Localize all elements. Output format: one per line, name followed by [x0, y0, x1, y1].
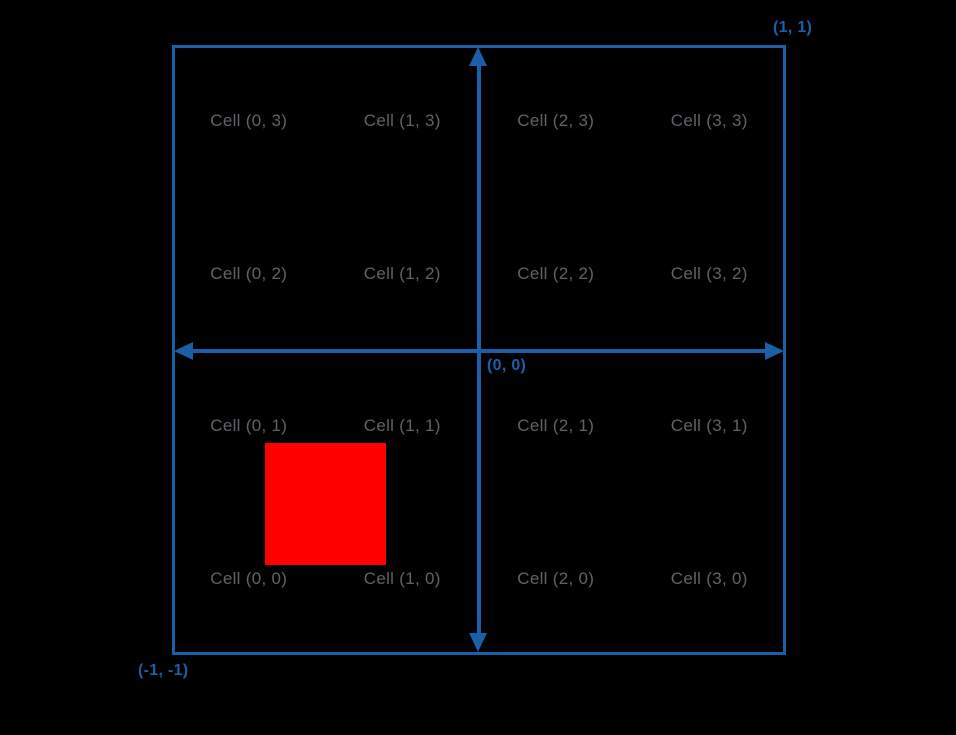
coord-label-bottom-left: (-1, -1) [138, 662, 189, 679]
cell-label: Cell (3, 0) [670, 568, 748, 588]
x-axis-line [180, 349, 780, 353]
cell-label: Cell (1, 1) [363, 416, 441, 436]
coord-label-origin: (0, 0) [487, 357, 527, 374]
cell-label: Cell (3, 2) [670, 263, 748, 283]
cell-label: Cell (0, 0) [210, 568, 288, 588]
red-square [265, 443, 386, 565]
cell-grid: Cell (0, 3) Cell (1, 3) Cell (2, 3) Cell… [172, 45, 786, 655]
cell-label: Cell (0, 3) [210, 111, 288, 131]
cell-label: Cell (0, 2) [210, 263, 288, 283]
cell-label: Cell (1, 0) [363, 568, 441, 588]
arrow-down-icon [469, 633, 487, 652]
cell-label: Cell (3, 1) [670, 416, 748, 436]
cell-label: Cell (1, 3) [363, 111, 441, 131]
cell-label: Cell (2, 0) [517, 568, 595, 588]
clip-space-boundary [172, 45, 786, 655]
cell-label: Cell (2, 2) [517, 263, 595, 283]
arrow-up-icon [469, 47, 487, 66]
arrow-right-icon [765, 342, 784, 360]
arrow-left-icon [174, 342, 193, 360]
cell-label: Cell (1, 2) [363, 263, 441, 283]
cell-label: Cell (2, 1) [517, 416, 595, 436]
cell-label: Cell (0, 1) [210, 416, 288, 436]
cell-label: Cell (2, 3) [517, 111, 595, 131]
coord-label-top-right: (1, 1) [773, 19, 813, 36]
cell-label: Cell (3, 3) [670, 111, 748, 131]
